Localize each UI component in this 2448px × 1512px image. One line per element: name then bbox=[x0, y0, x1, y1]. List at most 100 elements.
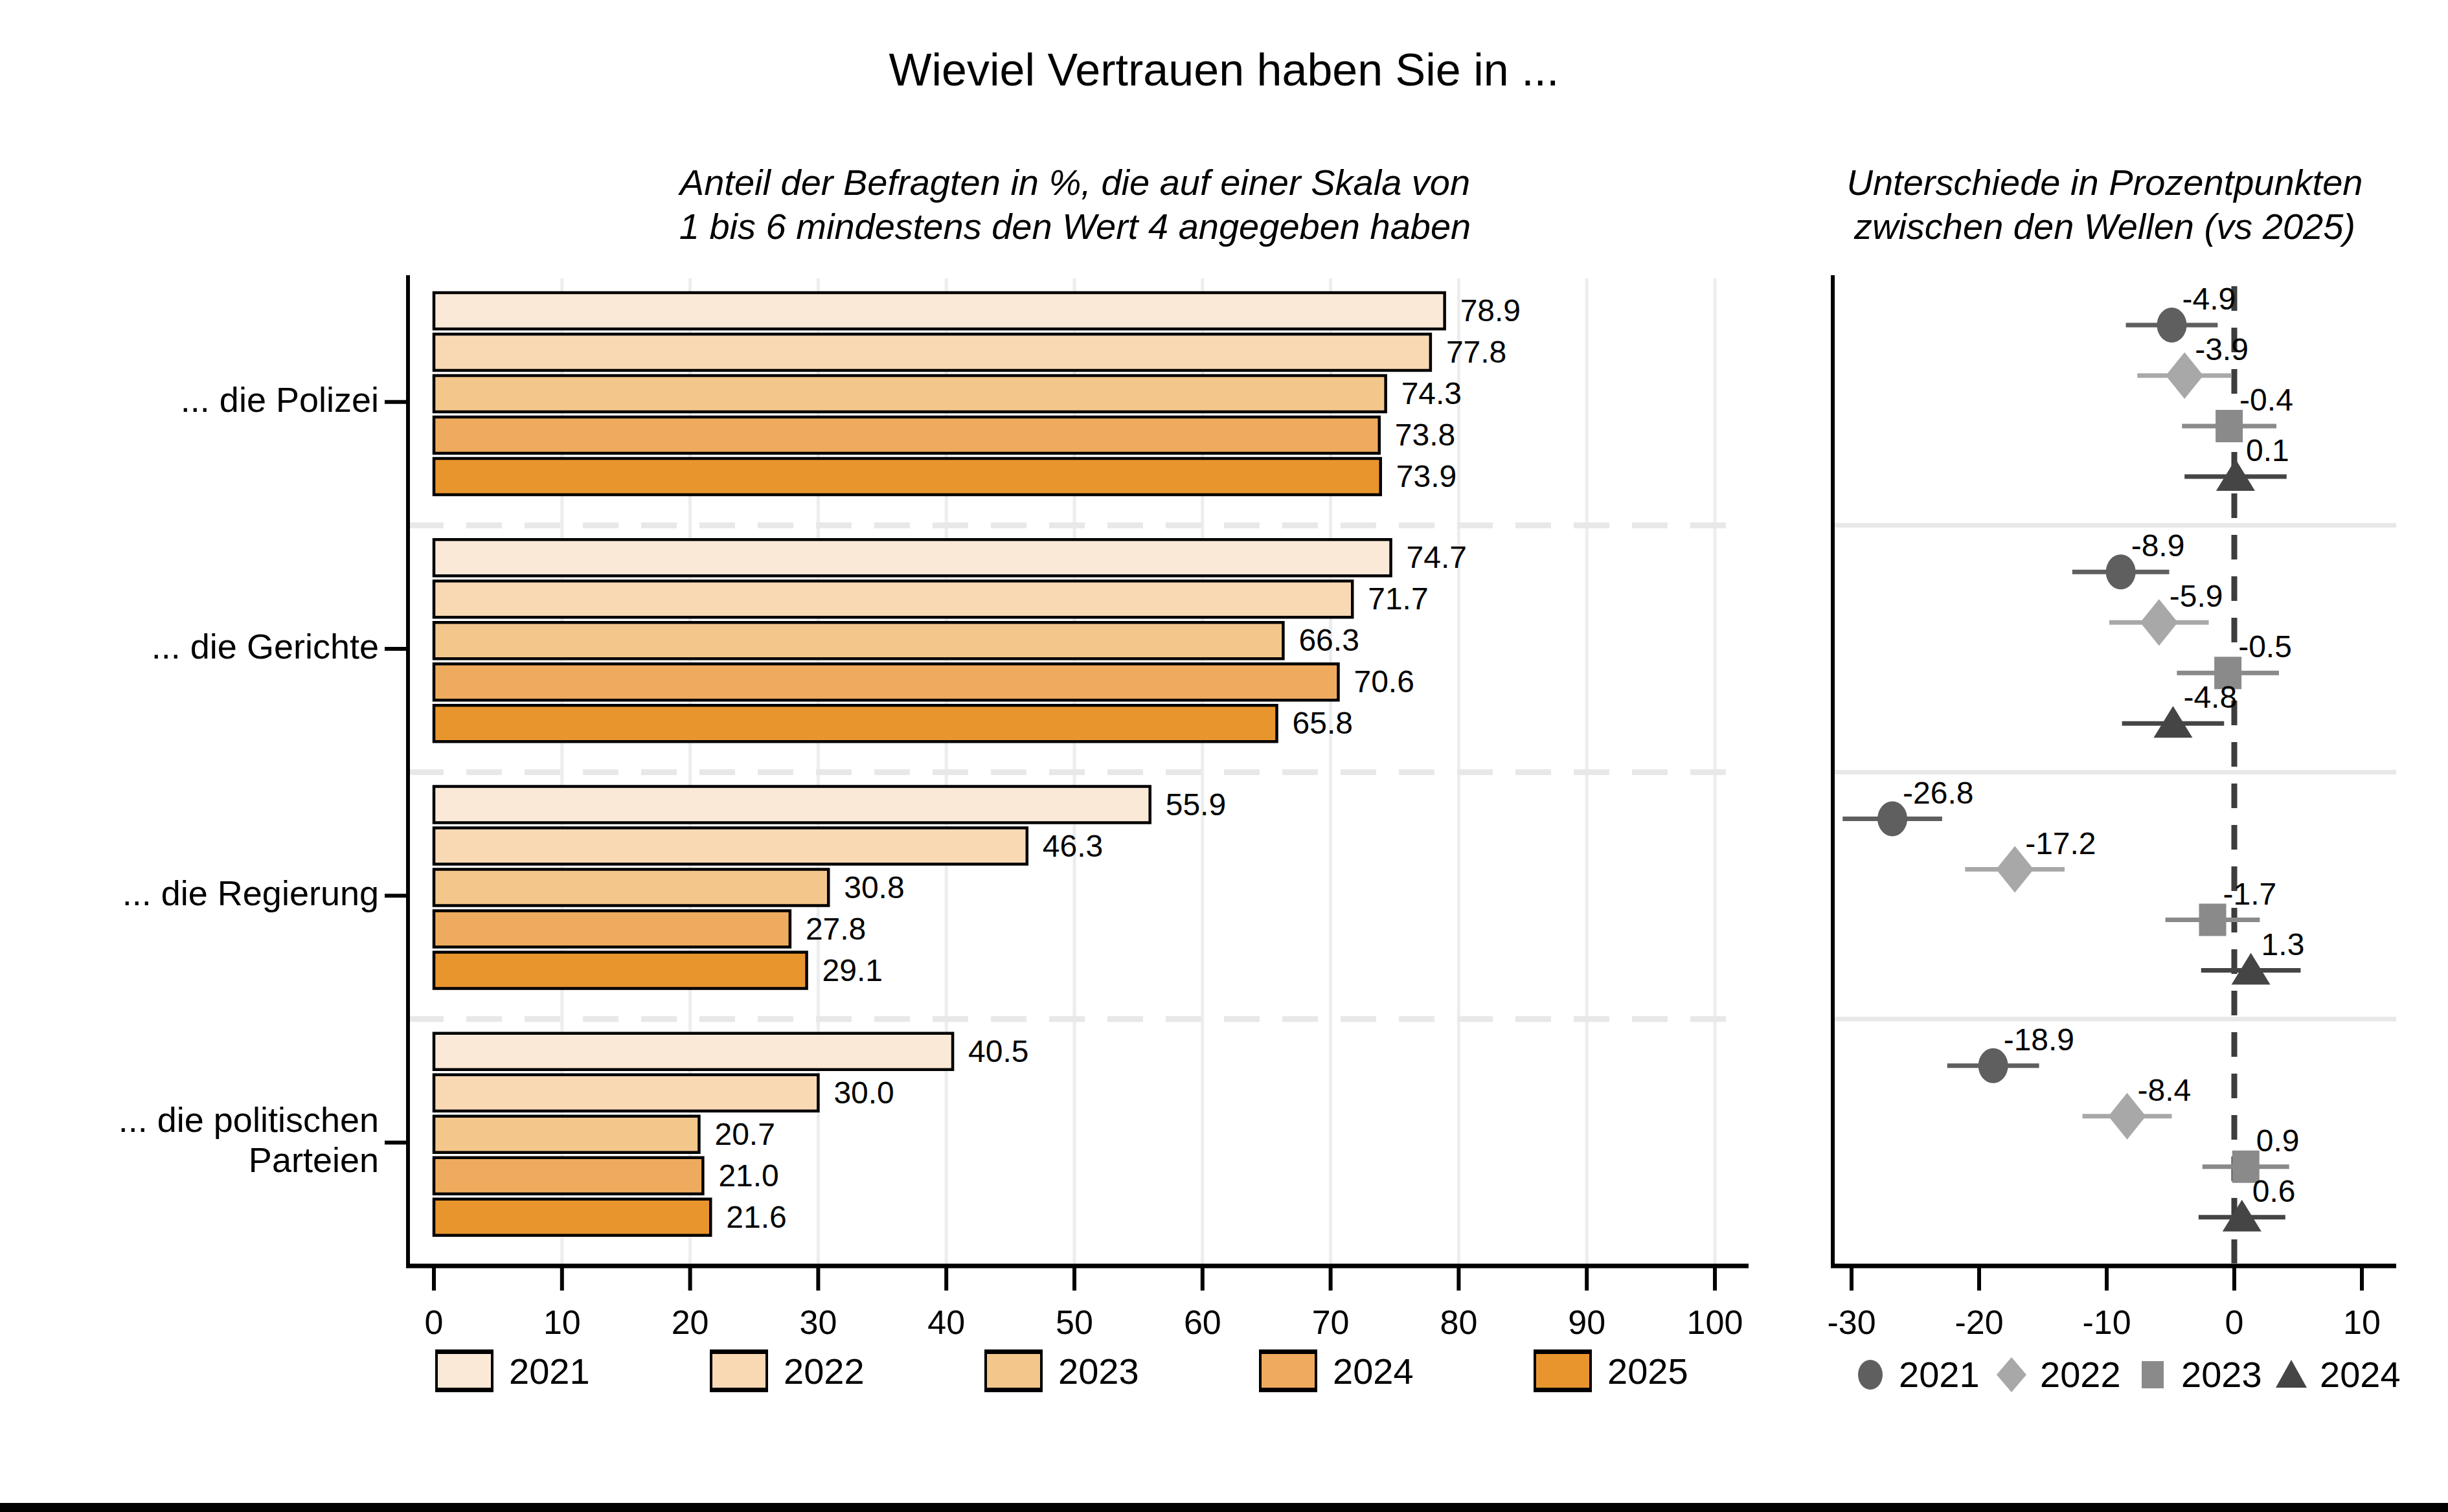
bar-value-label: 66.3 bbox=[1298, 623, 1359, 657]
bar-value-label: 29.1 bbox=[822, 953, 883, 987]
legend-swatch bbox=[435, 1349, 493, 1392]
bar-2021 bbox=[434, 1033, 953, 1070]
point-value-label: -8.9 bbox=[2131, 528, 2185, 563]
x-axis-tick-label: 0 bbox=[425, 1303, 444, 1341]
bar-2021 bbox=[434, 787, 1150, 823]
bar-2023 bbox=[434, 376, 1386, 412]
bar-2024 bbox=[434, 417, 1379, 453]
x-axis-tick-label: 100 bbox=[1687, 1303, 1743, 1341]
point-value-label: -4.8 bbox=[2183, 680, 2237, 714]
legend-circle-icon bbox=[1851, 1355, 1890, 1394]
legend-label: 2021 bbox=[509, 1350, 590, 1392]
marker-legend-entry-2022: 2022 bbox=[1992, 1353, 2121, 1395]
bar-2025 bbox=[434, 705, 1277, 741]
point-value-label: -5.9 bbox=[2170, 579, 2223, 613]
bar-2022 bbox=[434, 581, 1352, 617]
x-axis-tick-label: 10 bbox=[543, 1303, 581, 1341]
bar-value-label: 65.8 bbox=[1293, 706, 1353, 740]
bar-value-label: 27.8 bbox=[806, 912, 866, 946]
bar-2022 bbox=[434, 828, 1027, 864]
bar-value-label: 40.5 bbox=[968, 1034, 1028, 1068]
bar-2024 bbox=[434, 664, 1338, 700]
bar-2025 bbox=[434, 953, 807, 989]
marker-square-2023 bbox=[2199, 904, 2227, 936]
bar-value-label: 46.3 bbox=[1043, 829, 1103, 863]
bar-value-label: 21.6 bbox=[726, 1200, 786, 1234]
category-label: ... die Polizei bbox=[181, 379, 379, 420]
category-label: ... die Regierung bbox=[122, 873, 379, 913]
x-axis-tick-label: 90 bbox=[1568, 1303, 1605, 1341]
bar-value-label: 71.7 bbox=[1368, 581, 1428, 616]
bar-2023 bbox=[434, 622, 1283, 659]
point-value-label: 0.6 bbox=[2252, 1174, 2296, 1208]
bar-value-label: 55.9 bbox=[1166, 787, 1226, 822]
bar-2021 bbox=[434, 539, 1391, 576]
legend-label: 2023 bbox=[1058, 1350, 1139, 1392]
x-axis-tick-label: 10 bbox=[2343, 1303, 2381, 1341]
legend-swatch bbox=[1259, 1349, 1317, 1392]
point-value-label: -3.9 bbox=[2195, 332, 2249, 367]
marker-legend-entry-2021: 2021 bbox=[1851, 1353, 1980, 1395]
bar-2025 bbox=[434, 1199, 710, 1236]
x-axis-tick-label: 40 bbox=[927, 1303, 965, 1341]
legend-label: 2022 bbox=[2040, 1353, 2121, 1395]
legend-entry-2024: 2024 bbox=[1259, 1349, 1414, 1392]
legend-label: 2025 bbox=[1607, 1350, 1688, 1392]
legend-entry-2022: 2022 bbox=[710, 1349, 865, 1392]
bar-value-label: 78.9 bbox=[1460, 293, 1521, 328]
bar-2023 bbox=[434, 1116, 699, 1153]
legend-swatch bbox=[984, 1349, 1043, 1392]
bar-2023 bbox=[434, 870, 828, 906]
point-value-label: -26.8 bbox=[1903, 776, 1973, 810]
legend-entry-2021: 2021 bbox=[435, 1349, 590, 1392]
bar-value-label: 70.6 bbox=[1354, 664, 1414, 699]
category-label: ... die Gerichte bbox=[152, 626, 379, 666]
footer-bar bbox=[0, 1503, 2448, 1512]
x-axis-tick-label: -10 bbox=[2082, 1303, 2131, 1341]
x-axis-tick-label: 60 bbox=[1184, 1303, 1221, 1341]
point-value-label: 0.1 bbox=[2246, 433, 2289, 468]
bar-2022 bbox=[434, 334, 1431, 370]
bar-2024 bbox=[434, 1158, 703, 1194]
legend-entry-2025: 2025 bbox=[1534, 1349, 1688, 1392]
legend-label: 2024 bbox=[1333, 1350, 1414, 1392]
x-axis-tick-label: -20 bbox=[1955, 1303, 2003, 1341]
bar-2021 bbox=[434, 293, 1445, 329]
category-label: ... die politischenParteien bbox=[119, 1100, 379, 1180]
point-value-label: -4.9 bbox=[2182, 282, 2236, 316]
figure-canvas: Wieviel Vertrauen haben Sie in ... Antei… bbox=[0, 0, 2448, 1512]
point-value-label: -8.4 bbox=[2138, 1073, 2192, 1107]
bar-value-label: 30.0 bbox=[833, 1076, 894, 1110]
point-value-label: -0.5 bbox=[2238, 629, 2292, 664]
point-value-label: -18.9 bbox=[2004, 1022, 2074, 1057]
bar-value-label: 74.7 bbox=[1407, 540, 1467, 574]
legend-label: 2022 bbox=[784, 1350, 865, 1392]
x-axis-tick-label: 0 bbox=[2225, 1303, 2244, 1341]
bar-2022 bbox=[434, 1075, 818, 1111]
point-value-label: 1.3 bbox=[2261, 927, 2305, 962]
x-axis-tick-label: -30 bbox=[1827, 1303, 1876, 1341]
legend-triangle-icon bbox=[2272, 1355, 2311, 1394]
legend-label: 2024 bbox=[2320, 1353, 2401, 1395]
bar-2025 bbox=[434, 458, 1381, 495]
legend-square-icon bbox=[2133, 1355, 2172, 1394]
bar-value-label: 73.8 bbox=[1395, 418, 1455, 452]
x-axis-tick-label: 30 bbox=[799, 1303, 837, 1341]
point-value-label: -0.4 bbox=[2239, 383, 2293, 417]
legend-diamond-icon bbox=[1992, 1355, 2031, 1394]
bar-value-label: 77.8 bbox=[1446, 335, 1506, 369]
marker-legend-entry-2023: 2023 bbox=[2133, 1353, 2262, 1395]
bar-value-label: 74.3 bbox=[1401, 376, 1462, 411]
legend-label: 2021 bbox=[1899, 1353, 1980, 1395]
bar-value-label: 21.0 bbox=[718, 1158, 778, 1193]
x-axis-tick-label: 80 bbox=[1440, 1303, 1477, 1341]
legend-swatch bbox=[710, 1349, 768, 1392]
marker-legend-entry-2024: 2024 bbox=[2272, 1353, 2401, 1395]
charts-svg: 78.977.874.373.873.974.771.766.370.665.8… bbox=[0, 0, 2448, 1512]
legend-swatch bbox=[1534, 1349, 1592, 1392]
x-axis-tick-label: 70 bbox=[1312, 1303, 1350, 1341]
bar-2024 bbox=[434, 911, 790, 947]
bar-value-label: 30.8 bbox=[844, 870, 904, 905]
bar-value-label: 20.7 bbox=[714, 1117, 775, 1151]
point-value-label: -1.7 bbox=[2223, 877, 2277, 911]
